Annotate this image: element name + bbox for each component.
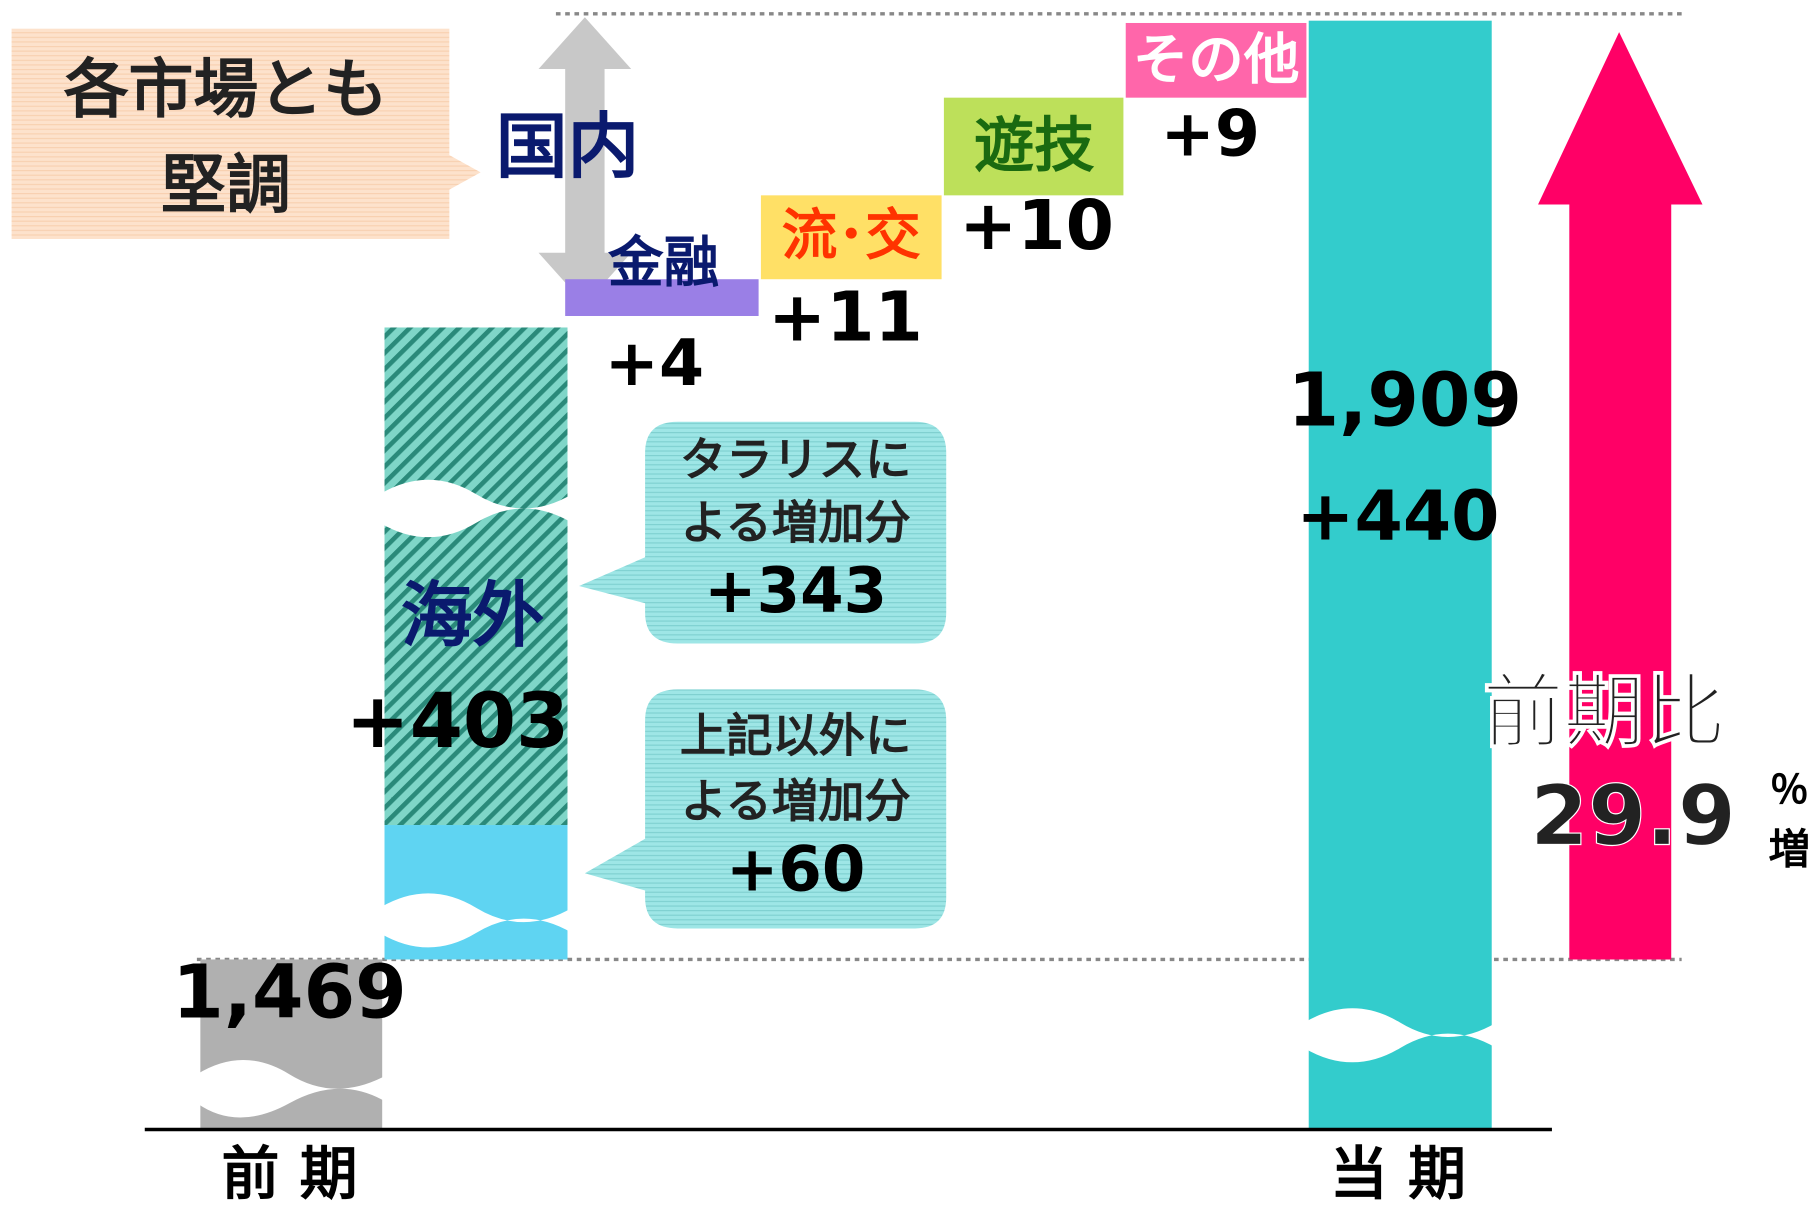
overseas-change: +403: [346, 676, 570, 765]
callout-text: 各市場とも: [64, 53, 388, 128]
domestic-label: 国内: [496, 105, 640, 188]
period-label: 当 期: [1330, 1140, 1466, 1208]
double-arrow: [538, 17, 632, 305]
note-text: よる増加分: [681, 774, 911, 828]
segment-bar: [760, 195, 942, 280]
segment-change: +11: [768, 278, 923, 358]
period-label: 前 期: [222, 1140, 358, 1208]
growth-arrow: [1538, 32, 1703, 960]
current-bar: [1308, 20, 1492, 1129]
segment-bar: [943, 97, 1124, 196]
note-text: よる増加分: [681, 496, 911, 550]
previous-value: 1,469: [172, 950, 406, 1036]
axis-break: [1304, 1008, 1497, 1063]
segment-change: +10: [959, 186, 1114, 266]
segment-change: +9: [1161, 97, 1260, 172]
note-text: タラリスに: [680, 433, 912, 487]
note-bubble: [579, 421, 947, 644]
note-change: +60: [726, 833, 865, 906]
note-bubble: [584, 689, 947, 929]
segment-label: その他: [1133, 28, 1300, 92]
segment-bar: [565, 279, 759, 316]
current-change: +440: [1296, 477, 1499, 557]
segment-label: 金融: [608, 232, 719, 296]
growth-label: 前期比: [1482, 666, 1725, 760]
callout-text: 堅調: [161, 148, 291, 223]
axis-break: [379, 479, 573, 538]
overseas-label: 海外: [401, 574, 545, 657]
segment-bar: [1125, 22, 1307, 98]
growth-suffix: 増: [1769, 825, 1811, 874]
segment-label: 遊技: [974, 111, 1094, 181]
note-change: +343: [704, 554, 887, 627]
segment-change: +4: [605, 326, 704, 401]
axis-break: [379, 893, 573, 948]
growth-unit: ％: [1770, 768, 1809, 813]
current-value: 1,909: [1288, 358, 1522, 444]
note-text: 上記以外に: [680, 708, 912, 762]
overseas-bar: [384, 327, 568, 826]
axis-break: [196, 1060, 388, 1118]
growth-value: 29.9: [1530, 768, 1736, 865]
callout-box: [11, 28, 481, 240]
segment-label: 流･交: [782, 204, 921, 268]
